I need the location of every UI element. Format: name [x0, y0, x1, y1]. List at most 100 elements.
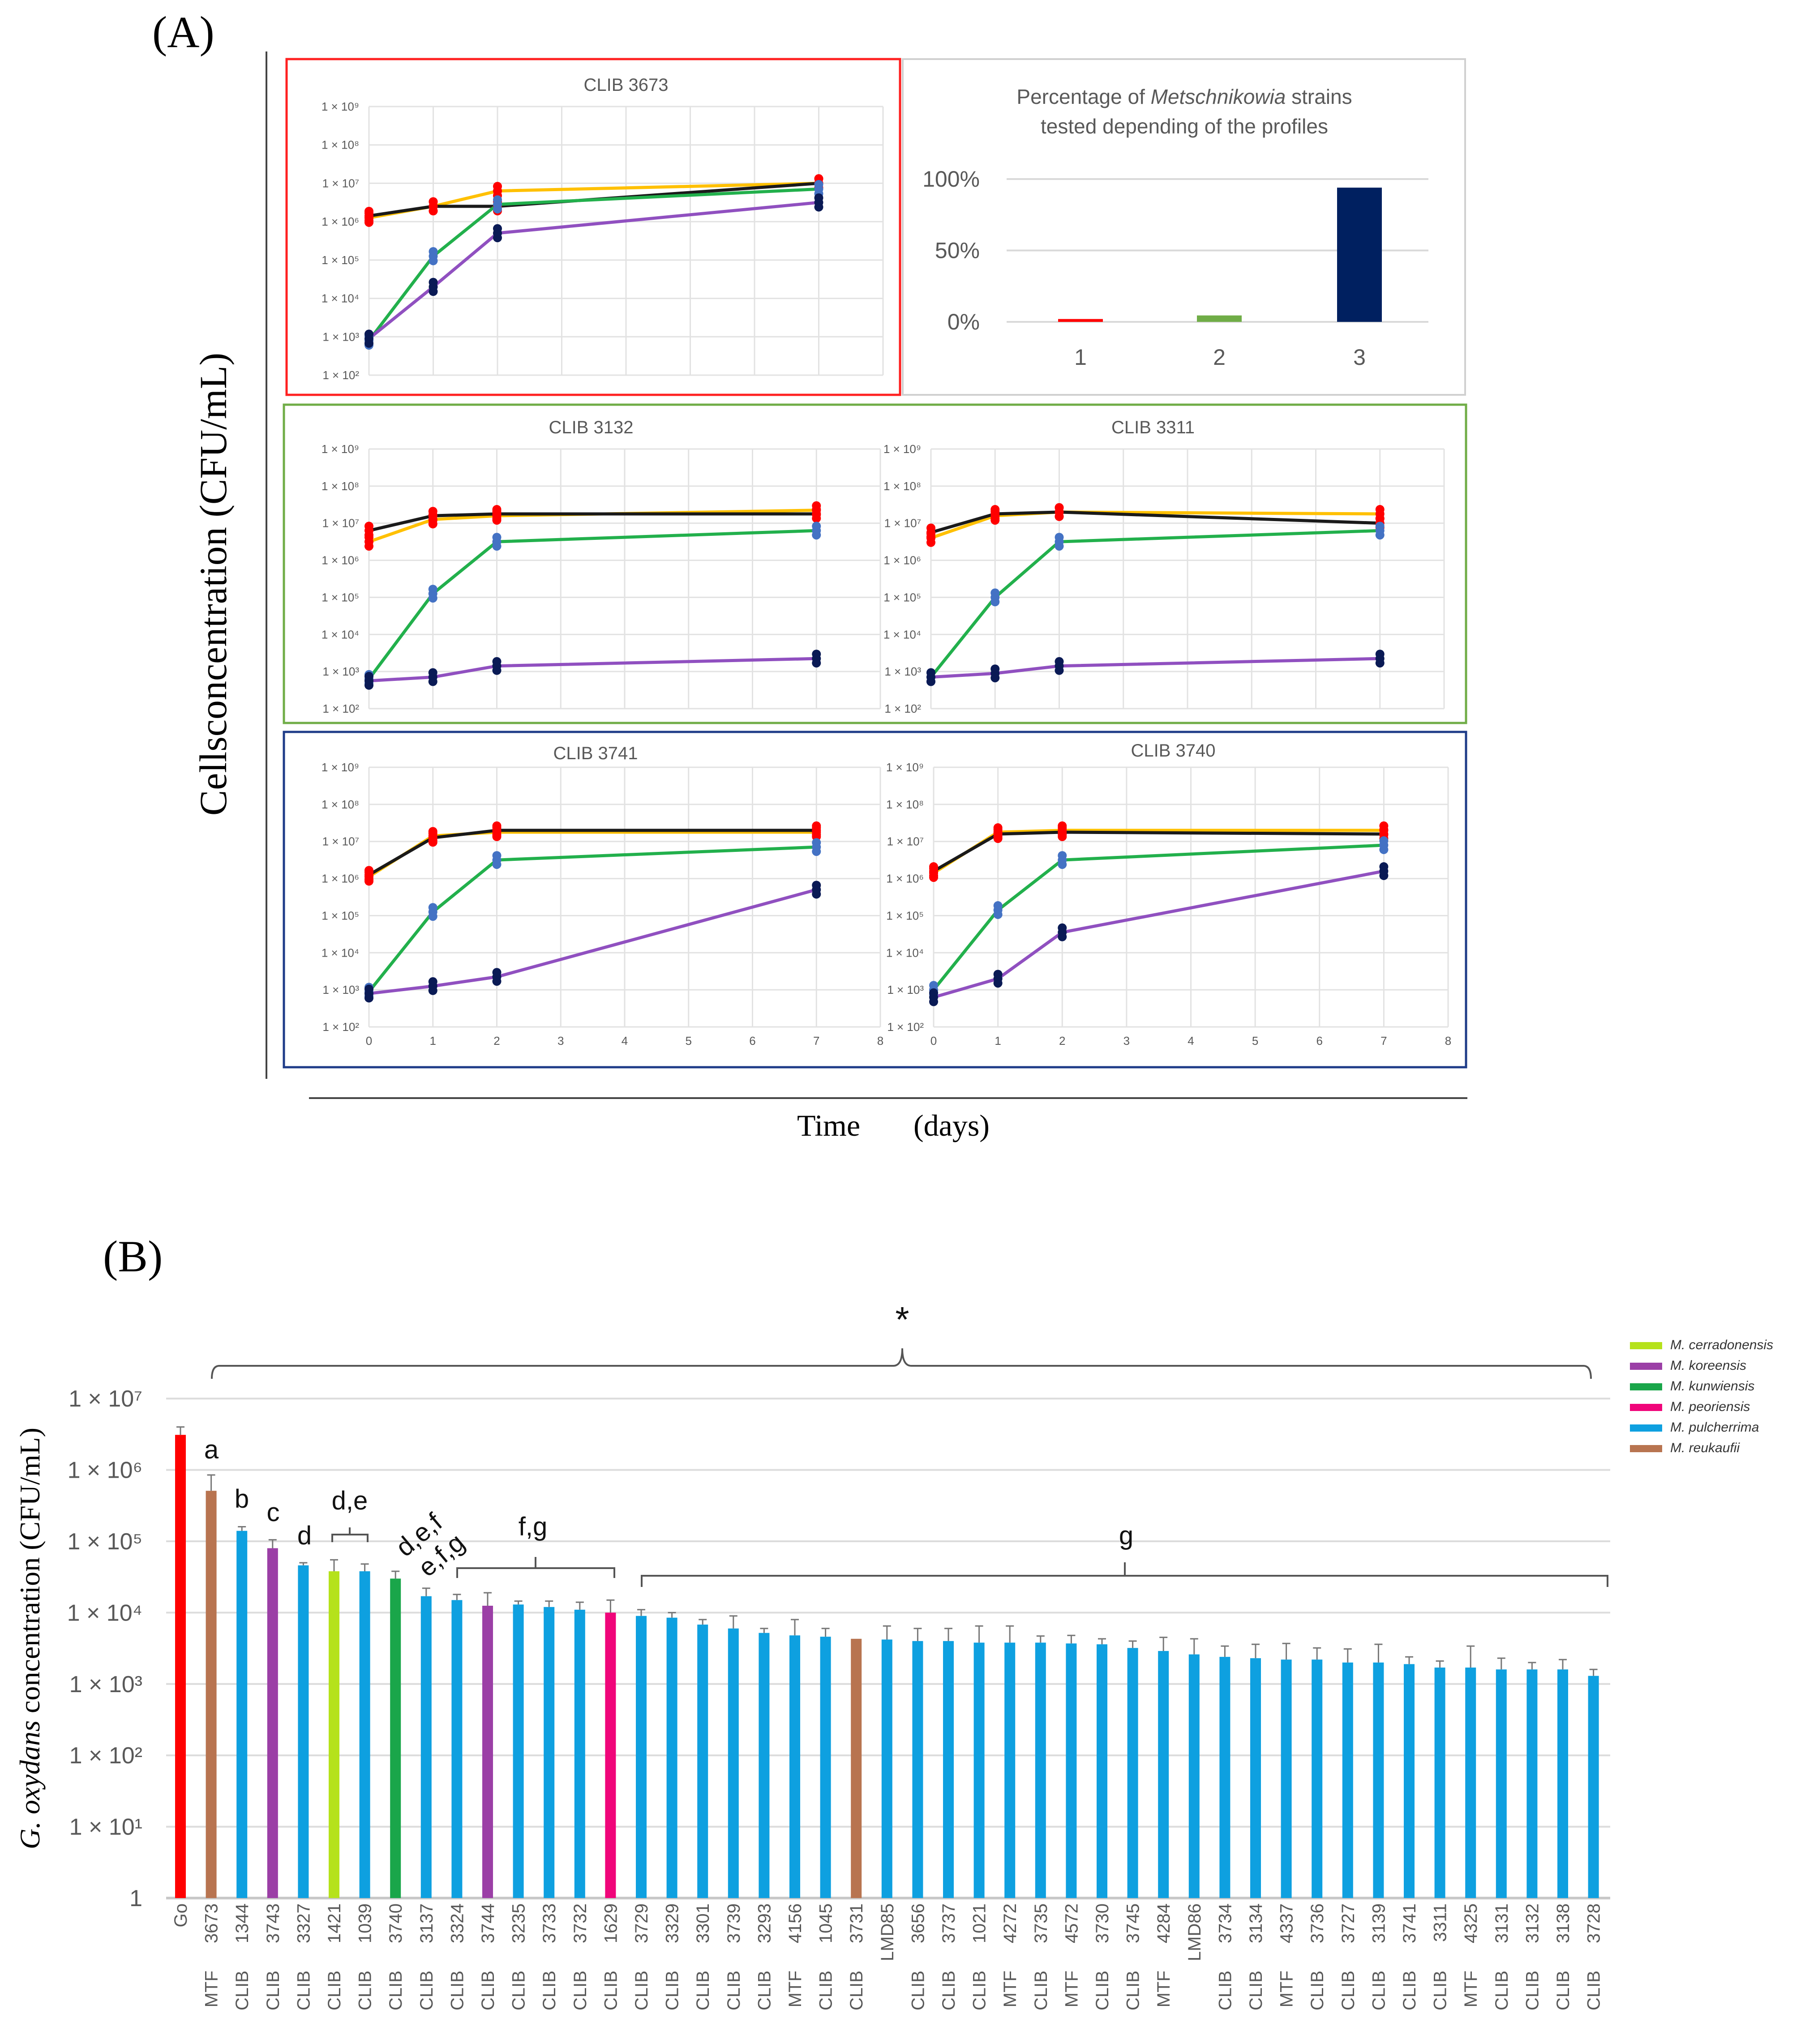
x-tick-label-id: 3656 [908, 1903, 928, 1943]
data-point [428, 585, 437, 594]
data-point [493, 182, 502, 191]
x-tick-label-prefix: CLIB [632, 1971, 652, 2010]
de-bracket [331, 1527, 369, 1542]
x-tick-label-id: 3743 [263, 1903, 283, 1943]
data-point [492, 851, 502, 860]
bar-clib-1421 [329, 1571, 339, 1898]
x-tick-label-prefix: CLIB [970, 1971, 990, 2010]
x-tick-label-id: 3134 [1246, 1903, 1266, 1943]
bar-clib-3132 [1526, 1669, 1538, 1898]
series-line-purple [369, 888, 817, 995]
y-tick-label: 1 × 10⁸ [322, 798, 359, 811]
data-point [812, 522, 821, 531]
percentage-chart-title-line2: tested depending of the profiles [1041, 115, 1328, 138]
y-tick-label: 1 [129, 1886, 142, 1911]
x-tick-label-prefix: CLIB [816, 1971, 836, 2010]
bar-clib-3235 [513, 1604, 524, 1898]
x-tick-label-id: 3311 [1431, 1903, 1450, 1942]
x-tick-label-prefix: CLIB [693, 1971, 713, 2010]
y-tick-label: 1 × 10⁷ [887, 835, 924, 848]
bar-clib-3327 [298, 1565, 309, 1898]
y-tick-label: 1 × 10⁸ [322, 479, 359, 493]
x-tick-label: 1 [430, 1034, 436, 1048]
x-tick-label-prefix: CLIB [1584, 1971, 1604, 2010]
profile-1-frame [285, 58, 901, 396]
x-tick-label-id: 3730 [1093, 1903, 1112, 1943]
x-tick-label: 2 [493, 1034, 500, 1048]
data-point [993, 901, 1003, 911]
x-tick-label-prefix: CLIB [386, 1971, 406, 2010]
data-point [1055, 657, 1064, 666]
y-tick-label: 1 × 10⁹ [886, 761, 924, 774]
letter-d: d [297, 1521, 312, 1550]
data-point [990, 588, 1000, 598]
series-line-green [930, 529, 1380, 678]
y-tick-label: 1 × 10⁶ [322, 215, 359, 228]
x-tick-label-id: 4572 [1062, 1903, 1081, 1943]
y-tick-label: 1 × 10⁸ [322, 138, 359, 152]
data-point [492, 505, 502, 514]
y-tick-label: 100% [922, 167, 980, 192]
data-point [814, 193, 823, 202]
bar-clib-3745 [1127, 1648, 1138, 1898]
data-point [1058, 923, 1067, 932]
y-tick-label: 1 × 10⁵ [883, 590, 921, 604]
significance-annotations [211, 1348, 1608, 1587]
data-point [364, 207, 373, 216]
data-point [493, 195, 502, 205]
bar-clib-1344 [236, 1531, 248, 1898]
x-tick-label-prefix: CLIB [601, 1971, 621, 2010]
bar-clib-3329 [666, 1617, 677, 1898]
panel-b-y-axis-label: G. oxydans concentration (CFU/mL) [14, 1428, 46, 1849]
chart-title: CLIB 3673 [583, 75, 668, 95]
bar-clib-1039 [359, 1571, 370, 1898]
legend-swatch [1630, 1342, 1662, 1349]
x-tick-label-id: 3137 [417, 1903, 437, 1943]
x-tick-label-prefix: MTF [785, 1971, 805, 2007]
x-tick-label-prefix: CLIB [847, 1971, 866, 2010]
bar-mtf-4284 [1158, 1651, 1169, 1898]
bar-clib-3137 [420, 1596, 432, 1898]
data-point [1375, 514, 1385, 523]
profile-3-frame [283, 731, 1467, 1069]
letter-b: b [235, 1484, 249, 1514]
y-tick-label: 1 × 10⁴ [883, 628, 921, 641]
bar-lmd86 [1188, 1654, 1200, 1898]
y-tick-label: 1 × 10⁷ [322, 835, 359, 848]
x-tick-label-prefix: CLIB [325, 1971, 344, 2010]
x-tick-label-id: 1039 [356, 1903, 375, 1943]
panel-a-label: (A) [152, 7, 214, 57]
letter-fg: f,g [519, 1512, 548, 1541]
x-tick-label-id: LMD85 [878, 1903, 897, 1961]
x-tick-label-id: 3131 [1492, 1903, 1512, 1943]
panel-a-x-label-unit: (days) [913, 1108, 990, 1142]
fg-bracket [456, 1557, 615, 1578]
legend-swatch [1630, 1424, 1662, 1432]
y-tick-label: 1 × 10⁹ [322, 100, 359, 113]
x-tick-label-prefix: CLIB [1308, 1971, 1327, 2010]
bar-clib-3727 [1342, 1662, 1353, 1898]
bar-clib-3134 [1250, 1658, 1261, 1898]
series-line-purple [369, 657, 817, 683]
x-tick-label-id: 4272 [1000, 1903, 1020, 1943]
growth-chart-clib-3740: CLIB 3740 1 × 10² 1 × 10³ 1 × 10⁴ 1 × 10⁵ 1 ×… [886, 741, 1451, 1048]
bar-clib-3656 [912, 1641, 923, 1898]
x-tick-label-prefix: CLIB [1522, 1971, 1542, 2010]
data-point [812, 821, 821, 830]
data-point [429, 278, 438, 287]
species-legend: M. cerradonensis M. koreensis M. kunwiensi… [1630, 1338, 1773, 1455]
growth-chart-clib-3311: CLIB 3311 1 × 10² 1 × 10³ 1 × 10⁴ 1 × 10⁵ 1 ×… [883, 418, 1445, 715]
bar-profile-1 [1058, 319, 1103, 322]
series-line-green [932, 843, 1384, 991]
bar-clib-3734 [1219, 1657, 1230, 1898]
bar-mtf-4272 [1004, 1642, 1016, 1898]
x-tick-label-prefix: MTF [202, 1971, 222, 2007]
data-point [428, 668, 437, 677]
y-tick-label: 1 × 10⁹ [322, 761, 359, 774]
legend-swatch [1630, 1363, 1662, 1370]
y-tick-label: 1 × 10⁴ [322, 292, 359, 305]
panel-a-x-label-time: Time [797, 1108, 860, 1142]
x-tick-label-id: 3728 [1584, 1903, 1604, 1943]
bar-clib-3730 [1097, 1644, 1107, 1898]
bar-mtf-4572 [1066, 1643, 1077, 1898]
